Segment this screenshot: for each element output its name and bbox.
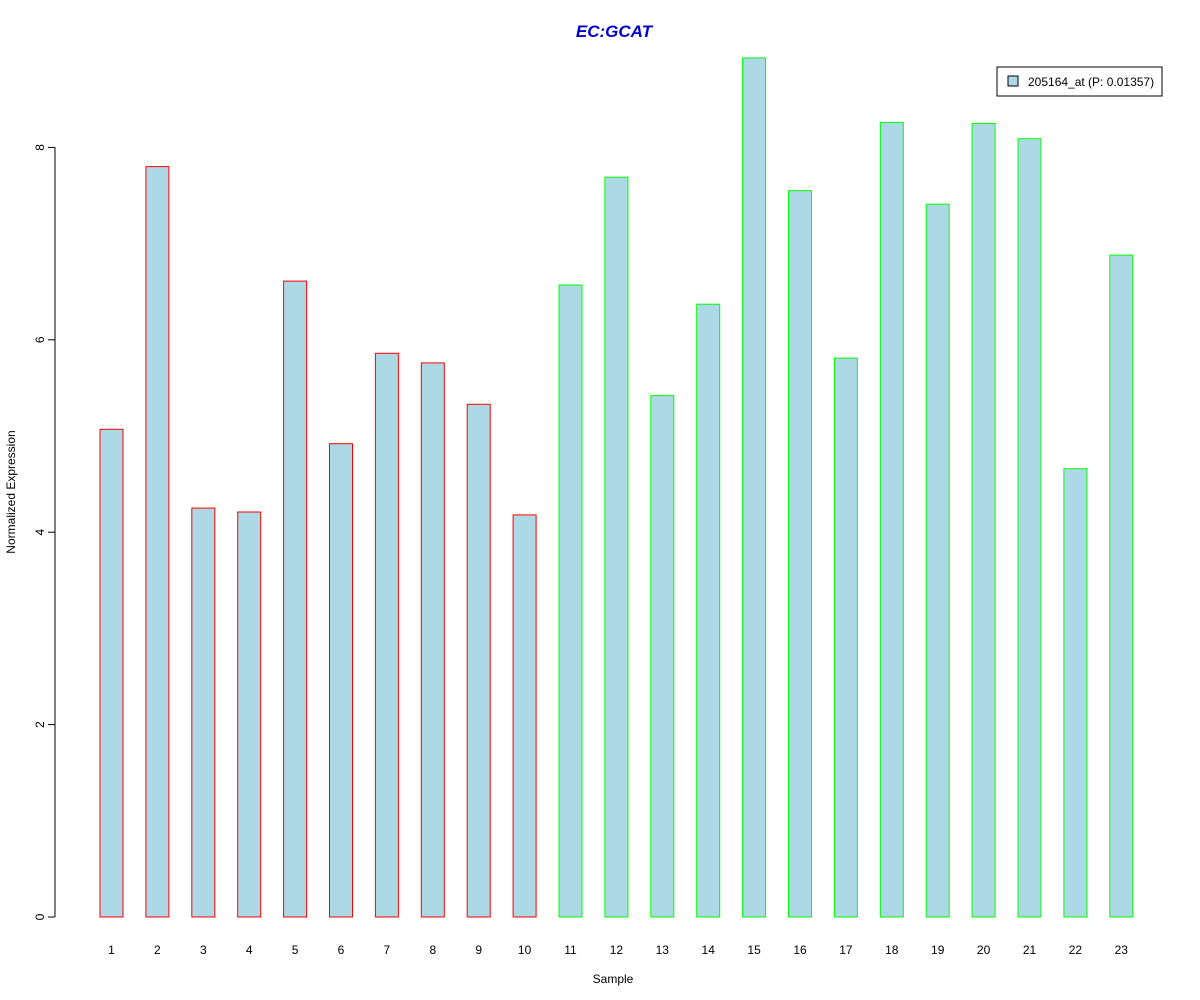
bar-sample-18 [879,121,904,918]
bar-sample-12 [604,176,629,918]
chart-title: EC:GCAT [576,22,654,41]
x-tick-label: 23 [1115,943,1129,957]
x-tick-label: 17 [839,943,853,957]
y-tick-label: 4 [33,529,47,536]
x-tick-label: 5 [292,943,299,957]
x-tick-label: 11 [564,943,577,957]
legend-swatch [1007,75,1019,87]
bar-sample-11 [558,284,583,918]
bar-sample-10 [512,514,537,918]
y-tick-label: 6 [33,336,47,343]
x-tick-label: 8 [429,943,436,957]
y-tick-label: 8 [33,144,47,151]
x-tick-label: 10 [518,943,532,957]
x-tick-label: 16 [793,943,807,957]
x-tick-label: 14 [702,943,716,957]
x-tick-label: 7 [384,943,391,957]
bar-sample-20 [971,122,996,918]
x-tick-label: 2 [154,943,161,957]
bar-sample-3 [191,507,216,918]
x-tick-label: 12 [610,943,624,957]
y-tick-label: 2 [33,721,47,728]
y-tick-label: 0 [33,913,47,920]
y-axis: 0 2 4 6 8 [33,144,56,920]
bar-sample-19 [925,203,950,918]
bar-sample-6 [329,443,353,918]
bar-sample-14 [696,303,721,918]
bar-sample-23 [1109,254,1134,918]
bar-sample-13 [650,395,675,918]
bar-sample-15 [742,57,767,918]
legend-box [996,66,1163,97]
x-tick-label: 13 [656,943,670,957]
x-tick-label: 22 [1069,943,1083,957]
bar-sample-9 [466,403,491,918]
bar-sample-17 [833,357,858,918]
x-tick-label: 15 [747,943,761,957]
x-tick-label: 9 [475,943,482,957]
legend: 205164_at (P: 0.01357) [996,66,1163,97]
x-axis-label: Sample [593,972,634,986]
bar-sample-1 [99,428,124,918]
bar-sample-8 [420,362,445,918]
bar-sample-2 [145,166,170,918]
legend-label: 205164_at (P: 0.01357) [1028,75,1154,89]
bar-sample-7 [374,352,399,918]
x-tick-label: 20 [977,943,991,957]
x-tick-label: 1 [108,943,115,957]
bar-sample-5 [283,280,308,918]
bar-sample-21 [1017,138,1042,918]
bar-sample-4 [237,511,262,918]
x-tick-labels: 1 2 3 4 5 6 7 8 9 10 11 12 13 14 15 16 17 18 19 20 21 22 23 [108,943,1128,957]
bar-sample-16 [788,190,812,918]
x-tick-label: 18 [885,943,899,957]
bar-sample-22 [1063,468,1088,918]
x-tick-label: 6 [338,943,345,957]
y-axis-label: Normalized Expression [4,430,18,553]
x-tick-label: 4 [246,943,253,957]
x-tick-label: 19 [931,943,945,957]
x-tick-label: 21 [1023,943,1037,957]
bars-group [99,57,1134,918]
x-tick-label: 3 [200,943,207,957]
